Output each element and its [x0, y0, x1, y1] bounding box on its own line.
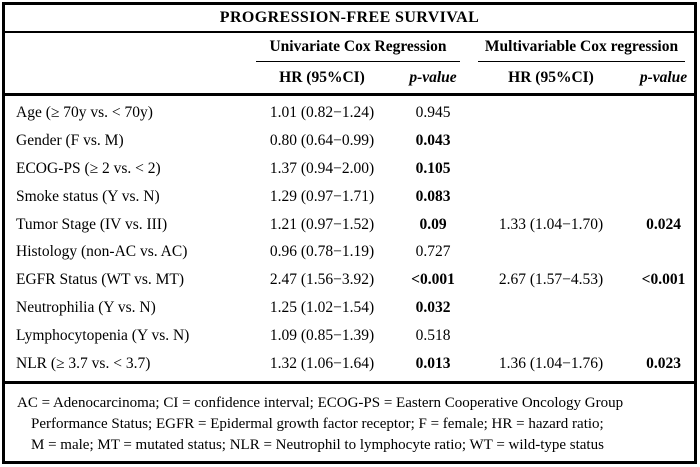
row-label: Histology (non-AC vs. AC) — [16, 243, 188, 261]
abbreviations-footnote: AC = Adenocarcinoma; CI = confidence int… — [5, 384, 694, 461]
table-row-tumor-stage: Tumor Stage (IV vs. III) 1.21 (0.97−1.52… — [5, 211, 694, 239]
table-row-ecog-ps: ECOG-PS (≥ 2 vs. < 2) 1.37 (0.94−2.00) 0… — [5, 155, 694, 183]
univariate-pvalue-cell: <0.001 — [411, 271, 455, 289]
table-row-smoke-status: Smoke status (Y vs. N) 1.29 (0.97−1.71) … — [5, 183, 694, 211]
row-label: Tumor Stage (IV vs. III) — [16, 215, 168, 233]
footnote-line: M = male; MT = mutated status; NLR = Neu… — [31, 437, 604, 453]
table-row-histology: Histology (non-AC vs. AC) 0.96 (0.78−1.1… — [5, 239, 694, 267]
univariate-pvalue-cell: 0.083 — [415, 187, 451, 205]
univariate-pvalue-cell: 0.945 — [415, 103, 451, 121]
table-row-neutrophilia: Neutrophilia (Y vs. N) 1.25 (1.02−1.54) … — [5, 294, 694, 322]
univariate-pvalue-header: p-value — [409, 69, 457, 86]
table-row-lymphocytopenia: Lymphocytopenia (Y vs. N) 1.09 (0.85−1.3… — [5, 322, 694, 350]
univariate-pvalue-cell: 0.013 — [415, 355, 451, 373]
multivariable-group-label: Multivariable Cox regression — [478, 38, 685, 62]
univariate-hr-header: HR (95%CI) — [279, 69, 365, 86]
multivariable-hr-cell: 2.67 (1.57−4.53) — [498, 271, 604, 289]
univariate-pvalue-cell: 0.043 — [415, 131, 451, 149]
multivariable-pvalue-cell: 0.024 — [646, 215, 681, 233]
univariate-hr-cell: 1.25 (1.02−1.54) — [269, 299, 375, 317]
table-body: Age (≥ 70y vs. < 70y) 1.01 (0.82−1.24) 0… — [5, 96, 694, 384]
univariate-hr-cell: 1.09 (0.85−1.39) — [269, 327, 375, 345]
univariate-pvalue-cell: 0.518 — [415, 327, 451, 345]
table-row-age: Age (≥ 70y vs. < 70y) 1.01 (0.82−1.24) 0… — [5, 99, 694, 127]
univariate-hr-cell: 1.29 (0.97−1.71) — [269, 187, 375, 205]
univariate-hr-cell: 0.96 (0.78−1.19) — [269, 243, 375, 261]
multivariable-pvalue-header: p-value — [639, 69, 688, 86]
table-row-gender: Gender (F vs. M) 0.80 (0.64−0.99) 0.043 — [5, 127, 694, 155]
row-label: EGFR Status (WT vs. MT) — [16, 271, 185, 289]
multivariable-hr-cell: 1.36 (1.04−1.76) — [498, 355, 604, 373]
univariate-pvalue-cell: 0.032 — [415, 299, 451, 317]
row-label: Smoke status (Y vs. N) — [16, 187, 160, 205]
table-row-nlr: NLR (≥ 3.7 vs. < 3.7) 1.32 (1.06−1.64) 0… — [5, 350, 694, 378]
multivariable-pvalue-cell: 0.023 — [646, 355, 681, 373]
header-spacer — [5, 38, 247, 62]
row-label: ECOG-PS (≥ 2 vs. < 2) — [16, 159, 161, 177]
multivariable-hr-cell: 1.33 (1.04−1.70) — [498, 215, 604, 233]
row-label: NLR (≥ 3.7 vs. < 3.7) — [16, 355, 151, 373]
subheader-spacer — [5, 69, 247, 87]
row-label: Age (≥ 70y vs. < 70y) — [16, 103, 153, 121]
univariate-pvalue-cell: 0.727 — [415, 243, 451, 261]
table-title: PROGRESSION-FREE SURVIVAL — [5, 5, 694, 33]
multivariable-hr-header: HR (95%CI) — [508, 69, 594, 86]
multivariable-pvalue-cell: <0.001 — [641, 271, 686, 289]
header-subrow: HR (95%CI) p-value HR (95%CI) p-value — [5, 69, 694, 87]
footnote-line: Performance Status; EGFR = Epidermal gro… — [31, 416, 604, 432]
row-label: Neutrophilia (Y vs. N) — [16, 299, 156, 317]
univariate-group-label: Univariate Cox Regression — [256, 38, 460, 62]
row-label: Lymphocytopenia (Y vs. N) — [16, 327, 190, 345]
univariate-hr-cell: 1.21 (0.97−1.52) — [269, 215, 375, 233]
table-row-egfr-status: EGFR Status (WT vs. MT) 2.47 (1.56−3.92)… — [5, 266, 694, 294]
univariate-hr-cell: 1.01 (0.82−1.24) — [269, 103, 375, 121]
univariate-hr-cell: 1.37 (0.94−2.00) — [269, 159, 375, 177]
univariate-hr-cell: 2.47 (1.56−3.92) — [269, 271, 375, 289]
multivariable-group-header: Multivariable Cox regression — [469, 38, 694, 62]
row-label: Gender (F vs. M) — [16, 131, 124, 149]
univariate-pvalue-cell: 0.105 — [415, 159, 451, 177]
univariate-hr-cell: 0.80 (0.64−0.99) — [269, 131, 375, 149]
univariate-group-header: Univariate Cox Regression — [247, 38, 469, 62]
footnote-line: AC = Adenocarcinoma; CI = confidence int… — [17, 395, 624, 411]
header-group-row: Univariate Cox Regression Multivariable … — [5, 38, 694, 62]
univariate-hr-cell: 1.32 (1.06−1.64) — [269, 355, 375, 373]
table-header: Univariate Cox Regression Multivariable … — [5, 33, 694, 96]
univariate-pvalue-cell: 0.09 — [419, 215, 447, 233]
